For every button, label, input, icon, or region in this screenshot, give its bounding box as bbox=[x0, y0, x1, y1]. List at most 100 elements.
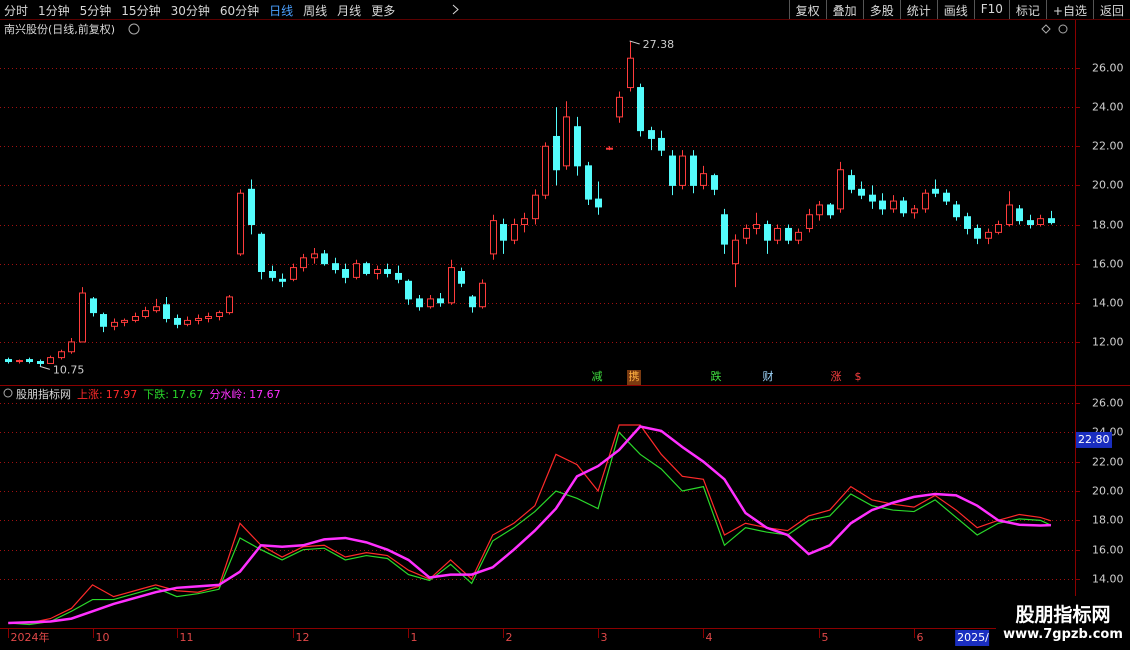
candle-body bbox=[911, 208, 918, 214]
min-pointer bbox=[39, 365, 51, 370]
tool-button[interactable]: F10 bbox=[973, 0, 1009, 19]
candle-body bbox=[521, 218, 528, 226]
period-tab[interactable]: 30分钟 bbox=[170, 4, 210, 18]
candle-body bbox=[1048, 218, 1055, 224]
candle-body bbox=[1016, 208, 1023, 222]
panel-icon[interactable] bbox=[1058, 24, 1068, 34]
candle-body bbox=[311, 253, 318, 259]
legend-name: 分水岭 bbox=[209, 388, 243, 401]
signal-label: $ bbox=[855, 370, 862, 383]
panel-icon[interactable] bbox=[1041, 24, 1051, 34]
candle-body bbox=[279, 278, 286, 282]
legend-value: 17.97 bbox=[105, 388, 138, 401]
candle-body bbox=[542, 145, 549, 196]
candle-body bbox=[953, 204, 960, 218]
tool-button[interactable]: 返回 bbox=[1092, 0, 1130, 19]
min-label: 10.75 bbox=[53, 363, 85, 376]
y-tick-label: 22.00 bbox=[1092, 456, 1124, 469]
candle-body bbox=[985, 231, 992, 239]
period-tab[interactable]: 1分钟 bbox=[38, 4, 70, 18]
candle-body bbox=[795, 231, 802, 241]
period-tab[interactable]: 更多 bbox=[371, 4, 396, 18]
y-tick-label: 12.00 bbox=[1092, 336, 1124, 349]
period-tab[interactable]: 日线 bbox=[269, 4, 294, 18]
candle-body bbox=[448, 267, 455, 304]
candle-body bbox=[490, 220, 497, 255]
candle-body bbox=[16, 360, 23, 363]
candle-body bbox=[637, 87, 644, 132]
candle-body bbox=[142, 310, 149, 318]
candle-body bbox=[248, 188, 255, 226]
candle-body bbox=[416, 298, 423, 308]
indicator-legend: 股朋指标网 上涨: 17.97 下跌: 17.67 分水岭: 17.67 bbox=[16, 386, 281, 402]
candle-body bbox=[68, 341, 75, 353]
candle-body bbox=[848, 175, 855, 190]
tool-button[interactable]: 标记 bbox=[1008, 0, 1046, 19]
candle-body bbox=[458, 271, 465, 284]
signal-label: 跌 bbox=[711, 369, 722, 383]
candle-body bbox=[511, 224, 518, 241]
candle-body bbox=[342, 269, 349, 278]
candle-body bbox=[5, 359, 12, 363]
candle-body bbox=[732, 239, 739, 265]
indicator-line bbox=[8, 424, 1052, 624]
watermark-title: 股朋指标网 bbox=[1015, 604, 1111, 626]
candle-body bbox=[858, 188, 865, 196]
candle-body bbox=[711, 175, 718, 190]
candle-body bbox=[405, 280, 412, 300]
candle-body bbox=[785, 227, 792, 241]
stock-title: 南兴股份(日线,前复权) bbox=[4, 22, 115, 36]
max-pointer bbox=[629, 40, 640, 45]
x-tick-label: 1 bbox=[411, 631, 418, 644]
candle-body bbox=[721, 214, 728, 245]
y-tick-label: 26.00 bbox=[1092, 397, 1124, 410]
candle-body bbox=[616, 96, 623, 118]
signal-label: 涨 bbox=[831, 370, 842, 383]
cursor-date: 2025/ bbox=[957, 631, 989, 644]
candle-body bbox=[300, 257, 307, 269]
tool-button[interactable]: 画线 bbox=[936, 0, 974, 19]
candle-body bbox=[363, 263, 370, 274]
legend-entry: 下跌: 17.67 bbox=[143, 386, 203, 402]
candle-body bbox=[690, 155, 697, 186]
candle-body bbox=[479, 282, 486, 308]
period-tab[interactable]: 周线 bbox=[303, 4, 328, 18]
signal-bg bbox=[627, 370, 641, 385]
candle-body bbox=[500, 224, 507, 241]
candle-body bbox=[648, 130, 655, 139]
candle-body bbox=[111, 321, 118, 327]
signal-label: 财 bbox=[763, 369, 774, 383]
candle-body bbox=[121, 319, 128, 323]
candle-body bbox=[679, 155, 686, 186]
tool-button[interactable]: +自选 bbox=[1045, 0, 1093, 19]
candle-body bbox=[47, 357, 54, 364]
candle-body bbox=[574, 126, 581, 167]
legend-separator: : bbox=[165, 388, 169, 401]
period-tab[interactable]: 月线 bbox=[337, 4, 362, 18]
y-tick-label: 20.00 bbox=[1092, 179, 1124, 192]
candle-body bbox=[100, 314, 107, 327]
candle-body bbox=[153, 306, 160, 312]
watermark: 股朋指标网 www.7gpzb.com bbox=[996, 596, 1130, 650]
candle-body bbox=[195, 317, 202, 321]
title-menu-icon[interactable] bbox=[128, 23, 140, 35]
legend-name: 下跌 bbox=[143, 388, 166, 401]
more-chevron[interactable] bbox=[452, 4, 460, 15]
x-tick-label: 10 bbox=[96, 631, 110, 644]
period-tab[interactable]: 60分钟 bbox=[219, 4, 260, 18]
candle-body bbox=[869, 194, 876, 202]
tool-button[interactable]: 叠加 bbox=[825, 0, 863, 19]
y-tick-label: 14.00 bbox=[1092, 297, 1124, 310]
candle-body bbox=[943, 192, 950, 202]
tool-button[interactable]: 统计 bbox=[899, 0, 937, 19]
period-tab[interactable]: 5分钟 bbox=[79, 4, 112, 18]
tool-button[interactable]: 复权 bbox=[788, 0, 826, 19]
x-tick-label: 6 bbox=[917, 631, 924, 644]
tool-button[interactable]: 多股 bbox=[862, 0, 900, 19]
indicator-menu-icon[interactable] bbox=[3, 388, 13, 398]
candle-body bbox=[395, 272, 402, 280]
period-tab[interactable]: 分时 bbox=[4, 4, 29, 18]
period-tab[interactable]: 15分钟 bbox=[121, 4, 161, 18]
legend-entry: 分水岭: 17.67 bbox=[209, 386, 280, 402]
